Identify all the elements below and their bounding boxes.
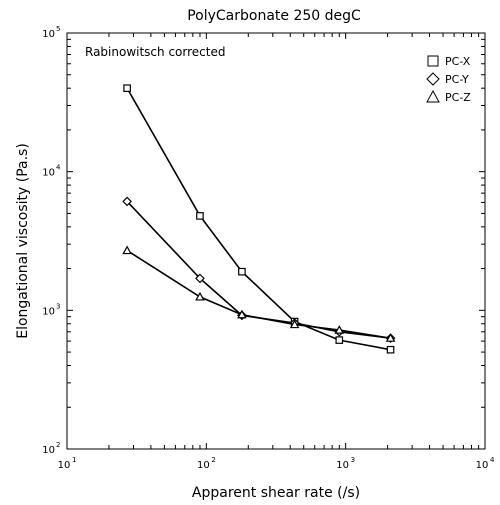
data-point-pc-z — [334, 325, 345, 334]
x-tick-label: 10 — [197, 460, 210, 471]
y-tick-label: 10 — [42, 445, 55, 456]
x-tick-exponent: 2 — [211, 456, 215, 464]
data-point-pc-y — [195, 273, 205, 284]
legend-label: PC-X — [445, 55, 471, 68]
y-tick-label: 10 — [42, 29, 55, 40]
series-pc-y — [122, 196, 396, 344]
legend-marker-triangle — [426, 89, 440, 103]
axis-ticks — [67, 33, 485, 449]
data-point-pc-z — [385, 333, 396, 342]
legend-label: PC-Y — [445, 73, 469, 86]
series-line-pc-x — [126, 87, 391, 351]
data-point-pc-x — [123, 84, 131, 92]
y-tick-label: 10 — [42, 306, 55, 317]
y-tick-exponent: 5 — [56, 25, 60, 33]
y-axis-label: Elongational viscosity (Pa.s) — [15, 143, 31, 339]
legend-marker-square — [427, 55, 439, 67]
data-point-pc-z — [237, 309, 247, 319]
legend: PC-X PC-Y PC-Z — [426, 55, 471, 104]
y-tick-exponent: 3 — [56, 302, 60, 310]
chart-title: PolyCarbonate 250 degC — [187, 8, 361, 24]
data-point-pc-x — [196, 212, 204, 220]
data-point-pc-z — [122, 245, 132, 255]
legend-item-pc-z: PC-Z — [426, 89, 471, 104]
legend-item-pc-x: PC-X — [427, 55, 471, 68]
x-tick-exponent: 3 — [351, 456, 355, 464]
x-tick-label: 10 — [58, 460, 71, 471]
y-tick-exponent: 2 — [56, 441, 60, 449]
x-tick-exponent: 1 — [72, 456, 76, 464]
legend-item-pc-y: PC-Y — [426, 72, 469, 86]
y-tick-exponent: 4 — [56, 164, 61, 172]
axis-tick-labels: 10 1 10 2 10 3 10 410 210 310 410 5 — [42, 25, 495, 471]
series-layer — [122, 84, 396, 354]
series-pc-x — [123, 84, 395, 354]
series-line-pc-z — [126, 249, 391, 339]
annotation-text: Rabinowitsch corrected — [85, 45, 225, 59]
x-tick-exponent: 4 — [490, 456, 495, 464]
legend-label: PC-Z — [445, 91, 471, 104]
series-pc-z — [122, 245, 396, 342]
data-point-pc-y — [122, 196, 132, 207]
data-point-pc-x — [335, 336, 344, 344]
data-point-pc-x — [386, 345, 395, 354]
data-point-pc-z — [195, 291, 205, 301]
x-axis-label: Apparent shear rate (/s) — [192, 485, 360, 501]
legend-marker-diamond — [426, 72, 440, 86]
plot-area — [66, 32, 486, 450]
x-tick-label: 10 — [336, 460, 349, 471]
data-point-pc-x — [238, 267, 246, 276]
data-point-pc-z — [289, 319, 300, 329]
y-tick-label: 10 — [42, 168, 55, 179]
x-tick-label: 10 — [476, 460, 489, 471]
